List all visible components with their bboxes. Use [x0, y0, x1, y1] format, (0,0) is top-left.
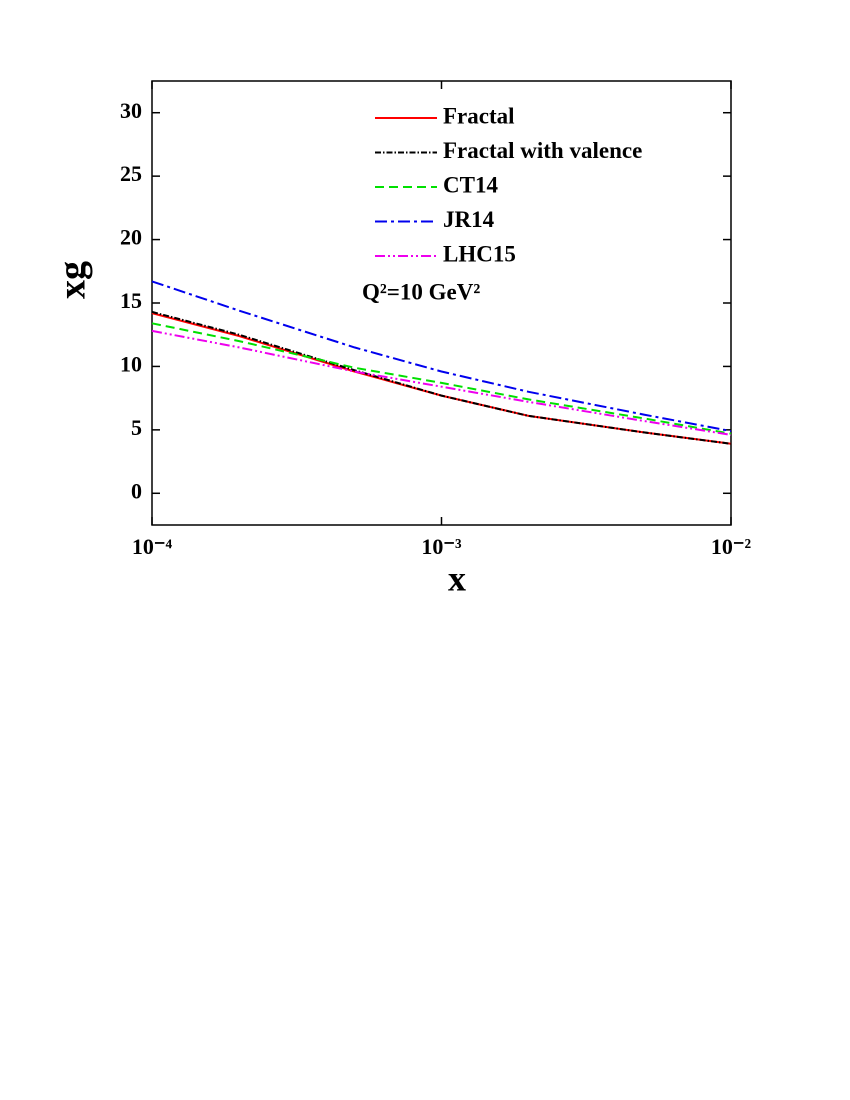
legend-label: LHC15 [443, 241, 516, 266]
y-tick-label: 5 [131, 415, 142, 440]
x-axis-label: x [448, 558, 466, 598]
y-axis-label: xg [52, 261, 94, 299]
y-tick-label: 0 [131, 478, 142, 503]
x-tick-label: 10⁻⁴ [132, 534, 173, 559]
series-line [151, 280, 732, 433]
y-tick-label: 20 [120, 225, 142, 250]
series-line [151, 310, 732, 445]
legend-label: Fractal with valence [443, 138, 642, 163]
annotation: Q²=10 GeV² [362, 279, 480, 304]
legend-label: CT14 [443, 172, 498, 197]
series-line [151, 329, 732, 436]
series-line [151, 322, 732, 435]
y-tick-label: 15 [120, 288, 142, 313]
legend-label: JR14 [443, 207, 495, 232]
series-line [151, 312, 732, 445]
x-tick-label: 10⁻² [711, 534, 752, 559]
x-tick-label: 10⁻³ [421, 534, 462, 559]
y-tick-label: 25 [120, 161, 142, 186]
y-tick-label: 10 [120, 351, 142, 376]
y-tick-label: 30 [120, 98, 142, 123]
legend-label: Fractal [443, 103, 515, 128]
